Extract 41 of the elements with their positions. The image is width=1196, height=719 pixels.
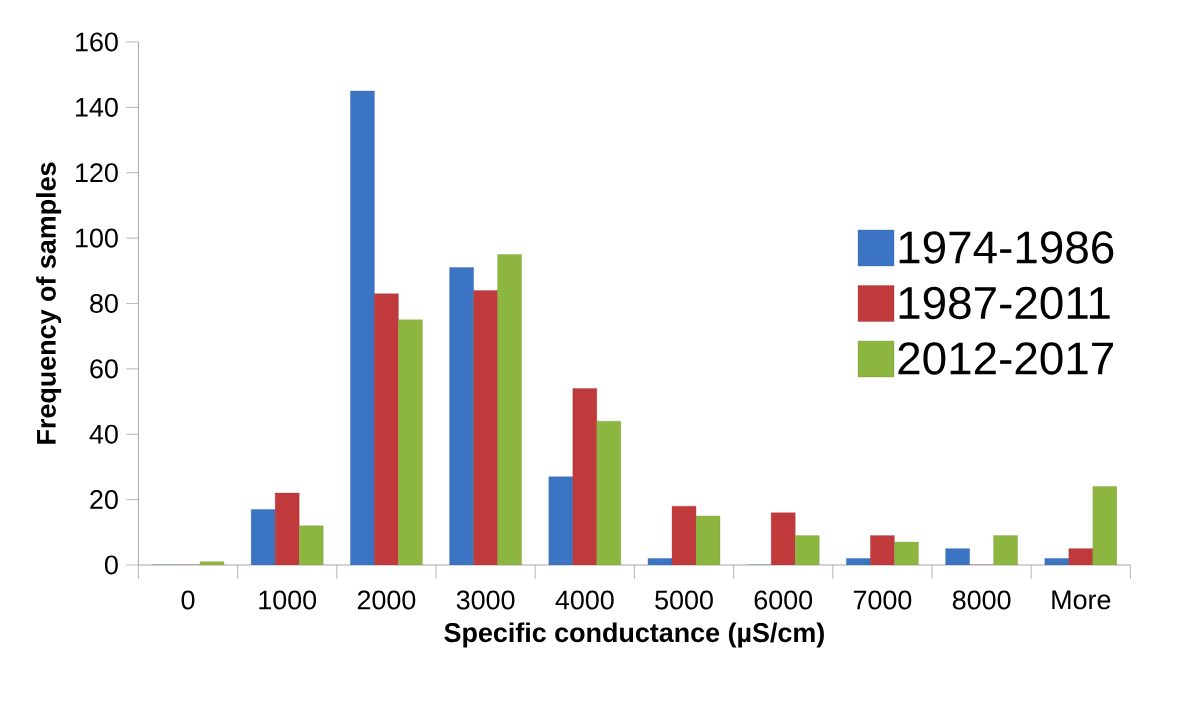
x-tick-label: 2000 <box>357 590 416 610</box>
x-tick-label: 5000 <box>655 590 713 610</box>
legend-label: 2012-2017 <box>898 342 1113 375</box>
x-tick-label: More <box>1052 590 1111 610</box>
x-tick-label: 7000 <box>853 590 912 610</box>
y-axis-title: Frequency of samples <box>36 162 62 444</box>
bar <box>795 535 820 565</box>
bar <box>993 535 1018 565</box>
bar <box>299 525 324 565</box>
bar <box>350 90 375 565</box>
x-tick-label: 6000 <box>754 590 813 610</box>
y-tick-label: 100 <box>76 228 118 248</box>
x-tick-label: 4000 <box>555 590 614 610</box>
bar <box>374 293 399 565</box>
y-tick-label: 140 <box>76 97 118 117</box>
bar <box>497 254 522 565</box>
y-tick-label: 120 <box>76 163 118 183</box>
bar <box>449 267 474 565</box>
y-tick-label: 0 <box>104 555 118 575</box>
bar <box>771 512 796 565</box>
bar <box>1092 486 1117 565</box>
y-tick-label: 60 <box>90 359 118 379</box>
bar <box>596 421 621 565</box>
bar <box>548 476 573 565</box>
x-tick-label: 3000 <box>456 590 515 610</box>
x-axis-title: Specific conductance (µS/cm) <box>444 622 824 648</box>
x-tick-label: 0 <box>181 590 195 610</box>
bar <box>275 492 300 565</box>
bar <box>398 319 423 565</box>
bar <box>870 535 895 565</box>
x-tick-label: 8000 <box>952 590 1011 610</box>
legend-label: 1974-1986 <box>899 231 1114 264</box>
bar <box>473 290 498 565</box>
y-tick-label: 160 <box>76 32 118 52</box>
x-tick-label: 1000 <box>259 590 317 610</box>
y-tick-label: 80 <box>90 293 118 314</box>
legend-label: 1987-2011 <box>899 286 1110 320</box>
y-tick-label: 20 <box>90 490 118 510</box>
y-tick-label: 40 <box>89 424 118 444</box>
bar <box>251 509 276 565</box>
bar <box>572 388 597 565</box>
